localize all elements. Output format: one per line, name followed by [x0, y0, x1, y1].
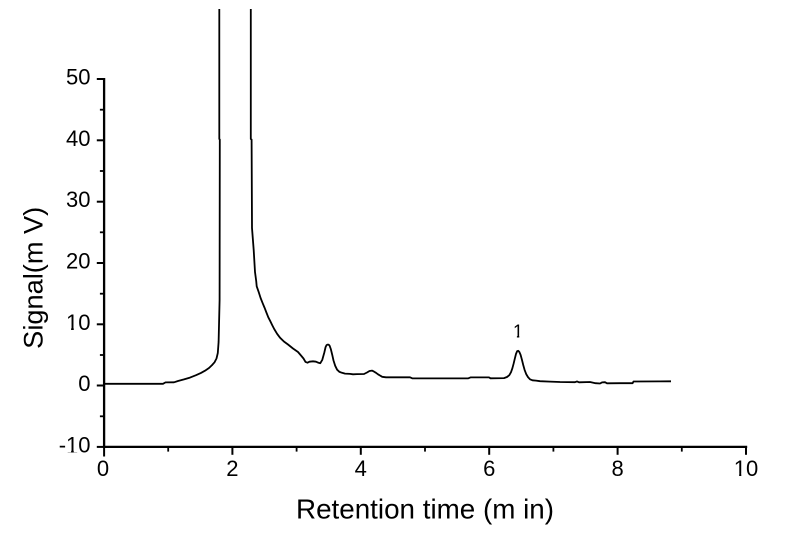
svg-text:4: 4 [355, 456, 367, 481]
svg-text:40: 40 [66, 126, 90, 151]
svg-text:0: 0 [78, 371, 90, 396]
svg-text:10: 10 [66, 310, 90, 335]
svg-text:Signal(m V): Signal(m V) [18, 207, 49, 349]
svg-text:-10: -10 [59, 432, 91, 457]
svg-text:50: 50 [66, 65, 90, 90]
svg-text:30: 30 [66, 187, 90, 212]
svg-text:8: 8 [611, 456, 623, 481]
svg-text:20: 20 [66, 249, 90, 274]
svg-text:2: 2 [226, 456, 238, 481]
svg-text:6: 6 [483, 456, 495, 481]
svg-text:10: 10 [734, 456, 758, 481]
svg-text:0: 0 [97, 456, 109, 481]
svg-text:Retention time (m in): Retention time (m in) [296, 494, 554, 525]
svg-text:1: 1 [513, 322, 523, 342]
